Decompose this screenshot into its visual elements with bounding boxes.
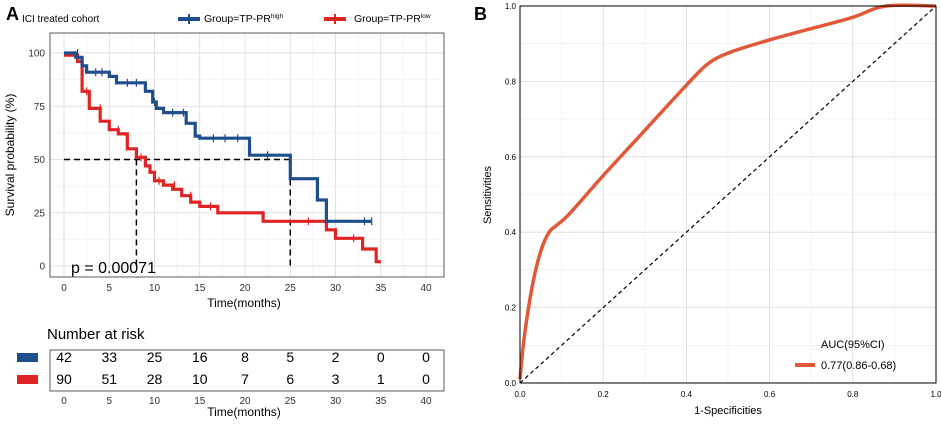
risk-cell-high: 0 (422, 349, 430, 365)
risk-cell-low: 10 (192, 371, 208, 387)
km-y-tick: 25 (34, 208, 46, 219)
risk-x-tick: 20 (239, 396, 251, 407)
panel-a-letter: A (6, 4, 19, 24)
risk-cell-low: 6 (286, 371, 294, 387)
roc-y-tick: 0.0 (505, 379, 517, 388)
roc-x-tick: 0.8 (847, 390, 859, 399)
risk-cell-low: 0 (422, 371, 430, 387)
risk-table-title: Number at risk (47, 326, 145, 343)
km-x-tick: 30 (330, 283, 342, 294)
km-x-tick: 10 (149, 283, 161, 294)
roc-x-tick: 1.0 (930, 390, 941, 399)
km-y-axis-label: Survival probability (%) (3, 94, 17, 217)
legend-item-high: Group=TP-PRhigh (178, 13, 284, 25)
risk-x-tick: 35 (375, 396, 387, 407)
km-title: ICI treated cohort (22, 14, 99, 25)
risk-table-cells: 42 33 25 16 8 5 2 0 090 51 28 10 7 6 3 1 0 (56, 349, 430, 387)
roc-panel-border (519, 5, 937, 384)
risk-cell-high: 42 (56, 349, 72, 365)
risk-row-key-high (17, 353, 38, 362)
risk-x-tick: 5 (106, 396, 112, 407)
risk-cell-high: 25 (147, 349, 163, 365)
risk-cell-high: 2 (332, 349, 340, 365)
roc-legend-title: AUC(95%CI) (821, 339, 885, 351)
legend-label-high: Group=TP-PRhigh (204, 13, 284, 25)
risk-x-tick: 25 (285, 396, 297, 407)
km-y-tick: 0 (39, 262, 45, 273)
risk-table-border (49, 349, 445, 392)
risk-cell-low: 51 (101, 371, 117, 387)
km-x-tick: 25 (285, 283, 297, 294)
legend-item-low: Group=TP-PRlow (324, 13, 431, 25)
risk-cell-high: 33 (101, 349, 117, 365)
risk-cell-low: 7 (241, 371, 249, 387)
roc-legend-label: 0.77(0.86-0.68) (821, 360, 896, 372)
km-x-tick: 15 (194, 283, 206, 294)
risk-x-tick: 0 (61, 396, 67, 407)
risk-row-key-low (17, 375, 38, 384)
roc-tick-labels: 0.0 0.2 0.4 0.6 0.8 1.0 0.0 0.2 0.4 0.6 0.8 1.0 (505, 2, 941, 399)
roc-curve (518, 3, 937, 380)
legend-label-low: Group=TP-PRlow (354, 13, 431, 25)
km-x-tick: 5 (106, 283, 112, 294)
km-median-lines (64, 158, 291, 266)
roc-y-tick: 0.2 (505, 304, 517, 313)
roc-x-tick: 0.6 (764, 390, 776, 399)
roc-y-tick: 0.8 (505, 77, 517, 86)
risk-x-tick: 30 (330, 396, 342, 407)
km-censor-marks (76, 49, 373, 243)
km-tick-labels: 0 5 10 15 20 25 30 35 40 0 25 50 75 100 (28, 49, 432, 295)
km-x-tick: 35 (375, 283, 387, 294)
risk-cell-low: 3 (332, 371, 340, 387)
risk-cell-low: 90 (56, 371, 72, 387)
km-panel-background (50, 33, 444, 277)
risk-cell-high: 16 (192, 349, 208, 365)
roc-legend: AUC(95%CI) 0.77(0.86-0.68) (795, 339, 896, 372)
risk-cell-low: 28 (147, 371, 163, 387)
km-x-axis-label: Time(months) (207, 296, 281, 310)
risk-x-axis-label: Time(months) (207, 405, 281, 419)
risk-x-tick: 40 (420, 396, 432, 407)
roc-y-tick: 0.6 (505, 153, 517, 162)
risk-cell-low: 1 (377, 371, 385, 387)
roc-diagonal (519, 5, 937, 384)
roc-y-axis-label: Sensitivities (482, 165, 494, 224)
risk-cell-high: 0 (377, 349, 385, 365)
km-x-tick: 40 (420, 283, 432, 294)
panel-b-letter: B (474, 4, 487, 24)
km-y-tick: 50 (34, 155, 46, 166)
roc-x-tick: 0.2 (598, 390, 610, 399)
roc-plot: 0.0 0.2 0.4 0.6 0.8 1.0 0.0 0.2 0.4 0.6 0.8 1.0 1-S… (482, 2, 941, 417)
roc-y-tick: 1.0 (505, 2, 517, 11)
km-x-tick: 20 (239, 283, 251, 294)
km-panel-border (49, 32, 445, 278)
risk-cell-high: 5 (286, 349, 294, 365)
km-plot: 0 5 10 15 20 25 30 35 40 0 25 50 75 100 p = 0.00071 T… (3, 13, 445, 310)
roc-y-tick: 0.4 (505, 228, 517, 237)
km-x-tick: 0 (61, 283, 67, 294)
km-y-tick: 75 (34, 102, 46, 113)
km-line-high (64, 51, 372, 223)
km-pvalue: p = 0.00071 (71, 260, 156, 277)
risk-x-tick: 15 (194, 396, 206, 407)
roc-x-tick: 0.0 (514, 390, 526, 399)
roc-x-tick: 0.4 (681, 390, 693, 399)
risk-table: Number at risk 42 33 25 16 8 5 2 0 090 51 28 10 7 6 3 1… (17, 326, 445, 419)
risk-cell-high: 8 (241, 349, 249, 365)
risk-x-tick: 10 (149, 396, 161, 407)
risk-tick-labels: 0 5 10 15 20 25 30 35 40 (61, 396, 432, 407)
roc-x-axis-label: 1-Specificities (694, 405, 762, 417)
km-y-tick: 100 (28, 49, 45, 60)
